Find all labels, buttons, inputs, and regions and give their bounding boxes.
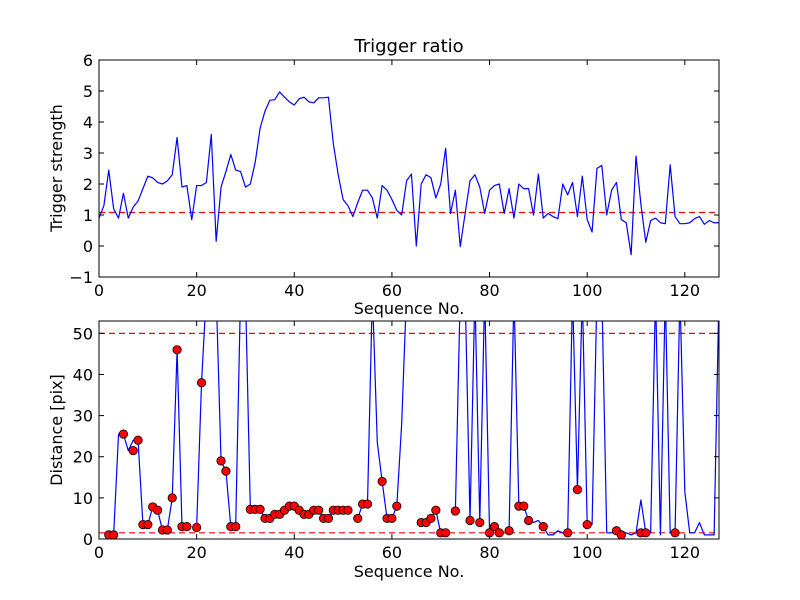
bottom-data-point — [572, 485, 583, 495]
bottom-data-point — [426, 513, 436, 524]
bottom-y-tick-label: 40 — [73, 365, 93, 384]
top-x-tick-label: 20 — [186, 281, 206, 300]
bottom-data-point — [255, 504, 265, 514]
top-y-tick-label: 2 — [83, 175, 93, 194]
bottom-data-point — [362, 499, 373, 509]
bottom-data-point — [524, 515, 534, 526]
bottom-data-point — [109, 530, 119, 539]
bottom-data-point — [231, 522, 241, 532]
bottom-data-point — [128, 445, 138, 456]
bottom-data-point — [118, 429, 129, 439]
bottom-y-tick-label: 20 — [73, 448, 93, 467]
bottom-data-point — [143, 520, 153, 530]
top-chart-title: Trigger ratio — [353, 36, 463, 57]
top-y-tick-label: 5 — [83, 82, 93, 101]
top-y-axis-label: Trigger strength — [47, 104, 66, 233]
bottom-data-point — [353, 513, 363, 524]
top-y-tick-label: 3 — [83, 144, 93, 163]
bottom-data-point — [494, 528, 504, 538]
bottom-data-point — [441, 528, 451, 538]
top-x-tick-label: 100 — [572, 281, 603, 300]
bottom-data-point — [475, 517, 485, 528]
top-y-tick-label: 6 — [83, 51, 93, 70]
bottom-y-tick-label: 50 — [73, 324, 93, 343]
bottom-data-point — [641, 528, 651, 538]
bottom-x-tick-label: 80 — [479, 543, 499, 562]
top-y-tick-label: −1 — [69, 268, 93, 287]
bottom-x-tick-label: 100 — [572, 543, 603, 562]
top-x-tick-label: 60 — [382, 281, 402, 300]
bottom-data-point — [563, 528, 573, 538]
bottom-data-point — [392, 501, 402, 511]
bottom-data-point — [216, 456, 226, 466]
bottom-data-point — [538, 522, 548, 532]
top-x-axis-label: Sequence No. — [354, 299, 465, 318]
bottom-data-point — [377, 476, 387, 487]
bottom-x-tick-label: 20 — [186, 543, 206, 562]
bottom-x-tick-label: 0 — [94, 543, 104, 562]
bottom-data-point — [431, 505, 441, 515]
bottom-data-point — [343, 505, 353, 515]
bottom-y-axis-label: Distance [pix] — [47, 374, 66, 486]
bottom-axes-frame — [98, 320, 720, 540]
bottom-x-tick-label: 40 — [284, 543, 304, 562]
bottom-data-point — [152, 505, 163, 515]
bottom-data-point — [387, 513, 397, 524]
bottom-data-point — [182, 522, 192, 532]
top-x-tick-label: 120 — [670, 281, 701, 300]
bottom-data-point — [133, 435, 143, 445]
bottom-data-point — [167, 493, 177, 503]
top-axes-frame — [98, 59, 720, 278]
top-x-tick-label: 0 — [94, 281, 104, 300]
bottom-data-point — [465, 515, 475, 526]
bottom-y-tick-label: 30 — [73, 407, 93, 426]
top-plot-area — [99, 91, 719, 256]
top-y-tick-label: 0 — [83, 237, 93, 256]
bottom-data-point — [489, 522, 500, 532]
bottom-x-axis-label: Sequence No. — [354, 562, 465, 581]
bottom-data-point — [196, 378, 207, 388]
bottom-data-point — [582, 520, 592, 530]
bottom-x-tick-label: 120 — [670, 543, 701, 562]
bottom-data-point — [323, 513, 334, 524]
bottom-data-point — [450, 506, 460, 516]
bottom-axis-ticks: 0 20 40 60 80 100 120 0 10 20 30 40 50 — [73, 321, 719, 562]
bottom-data-point — [221, 466, 231, 476]
bottom-plot-area — [99, 321, 719, 539]
bottom-y-tick-label: 0 — [83, 530, 93, 549]
bottom-data-point — [670, 528, 680, 538]
top-y-tick-label: 1 — [83, 206, 93, 225]
bottom-y-tick-label: 10 — [73, 489, 93, 508]
top-x-tick-label: 80 — [479, 281, 499, 300]
bottom-x-tick-label: 60 — [382, 543, 402, 562]
bottom-data-point — [314, 505, 324, 515]
top-y-tick-label: 4 — [83, 113, 93, 132]
bottom-data-point — [192, 522, 202, 533]
top-series-line — [99, 91, 719, 256]
top-x-tick-label: 40 — [284, 281, 304, 300]
bottom-data-point — [172, 345, 182, 355]
bottom-data-point — [504, 526, 514, 536]
bottom-data-point — [519, 501, 529, 511]
bottom-data-point — [616, 530, 626, 539]
bottom-data-point — [162, 525, 172, 535]
